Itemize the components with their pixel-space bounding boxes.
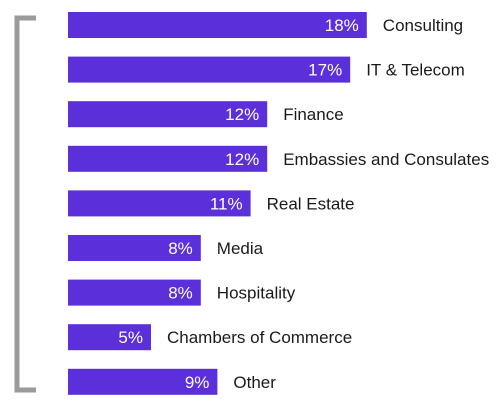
- data-label-5: 8%: [168, 239, 193, 258]
- category-label-0: Consulting: [383, 16, 463, 35]
- data-label-1: 17%: [308, 61, 342, 80]
- bar-7: [68, 324, 151, 351]
- category-label-7: Chambers of Commerce: [167, 328, 352, 347]
- bar-1: [68, 56, 351, 83]
- data-label-4: 11%: [210, 194, 243, 213]
- bar-3: [68, 145, 268, 172]
- bar-6: [68, 279, 201, 306]
- bar-2: [68, 101, 268, 128]
- category-label-2: Finance: [283, 105, 343, 124]
- data-label-3: 12%: [225, 150, 259, 169]
- category-label-4: Real Estate: [267, 194, 355, 213]
- bar-8: [68, 368, 218, 395]
- data-label-0: 18%: [325, 16, 359, 35]
- data-label-6: 8%: [168, 284, 193, 303]
- bar-5: [68, 235, 201, 261]
- category-label-3: Embassies and Consulates: [283, 150, 489, 169]
- category-label-6: Hospitality: [217, 284, 296, 303]
- category-label-5: Media: [217, 239, 264, 258]
- category-label-8: Other: [233, 373, 276, 392]
- bar-0: [68, 12, 367, 38]
- data-label-2: 12%: [225, 105, 259, 124]
- grouping-bracket: [14, 15, 36, 393]
- category-label-1: IT & Telecom: [366, 61, 465, 80]
- bar-4: [68, 190, 251, 217]
- bars-group: 18% Consulting 17% IT & Telecom 12% Finance 12…: [68, 12, 489, 395]
- data-label-8: 9%: [185, 373, 210, 392]
- data-label-7: 5%: [118, 328, 143, 347]
